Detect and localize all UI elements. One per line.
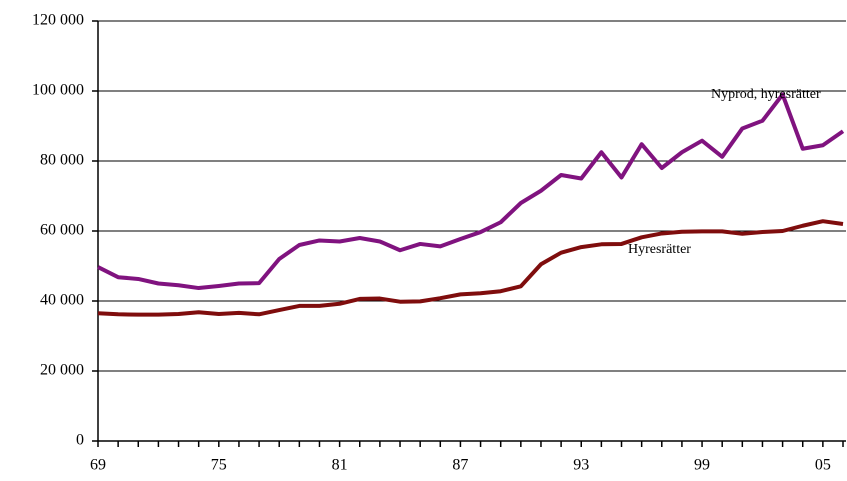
x-tick-label: 75 — [211, 457, 227, 474]
series-label: Hyresrätter — [628, 242, 691, 257]
y-tick-label: 40 000 — [40, 292, 84, 309]
y-tick-label: 120 000 — [32, 12, 84, 29]
line — [97, 219, 844, 317]
x-tick-label: 05 — [815, 457, 831, 474]
line — [97, 92, 845, 291]
x-tick-label: 69 — [90, 457, 106, 474]
x-tick-label: 87 — [452, 457, 468, 474]
x-tick-label: 93 — [573, 457, 589, 474]
y-tick-label: 60 000 — [40, 222, 84, 239]
y-tick-label: 0 — [76, 432, 84, 449]
y-tick-label: 80 000 — [40, 152, 84, 169]
x-tick-label: 99 — [694, 457, 710, 474]
y-tick-label: 100 000 — [32, 82, 84, 99]
y-tick-label: 20 000 — [40, 362, 84, 379]
x-tick-label: 81 — [332, 457, 348, 474]
series-label: Nyprod, hyresrätter — [711, 87, 821, 102]
